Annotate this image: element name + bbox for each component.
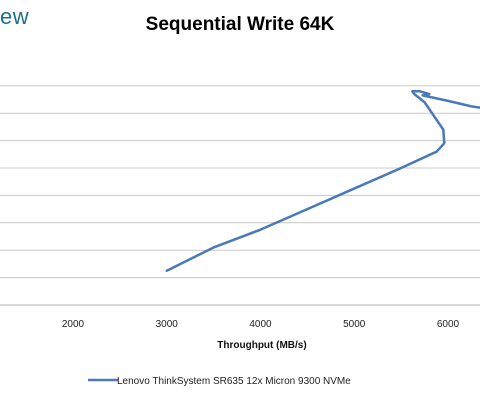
x-tick-label-3000: 3000: [156, 319, 179, 330]
x-tick-labels: 2000 3000 4000 5000 6000: [62, 319, 460, 330]
x-axis-label: Throughput (MB/s): [217, 340, 306, 351]
x-tick-label-2000: 2000: [62, 319, 85, 330]
brand-logo-fragment: ew: [0, 4, 30, 29]
legend-entry-label: Lenovo ThinkSystem SR635 12x Micron 9300…: [117, 376, 351, 387]
series-lines: [165, 90, 480, 272]
x-tick-label-6000: 6000: [437, 319, 460, 330]
series-line-0: [165, 90, 480, 272]
legend: Lenovo ThinkSystem SR635 12x Micron 9300…: [88, 376, 351, 387]
chart-title: Sequential Write 64K: [145, 14, 335, 35]
gridlines: [0, 85, 480, 306]
x-tick-label-4000: 4000: [249, 319, 272, 330]
x-tick-label-5000: 5000: [343, 319, 366, 330]
